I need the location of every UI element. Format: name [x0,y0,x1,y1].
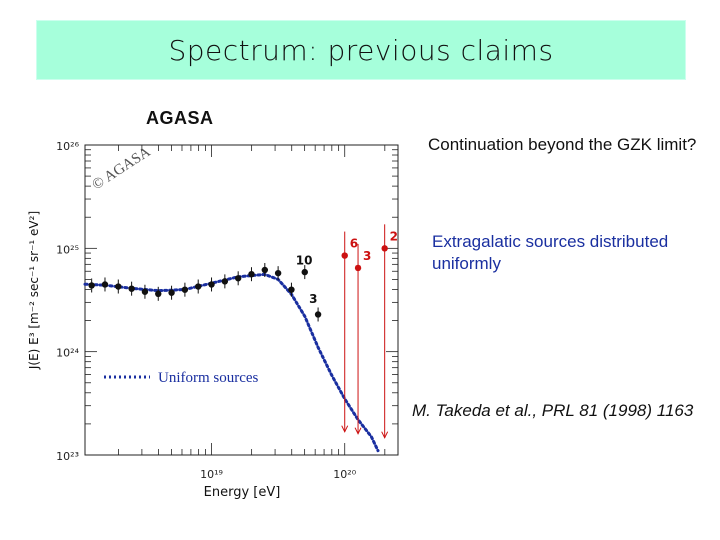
error-arrow [381,431,389,439]
legend-label: Uniform sources [158,370,259,386]
event-count-label: 3 [309,292,317,306]
plot-frame [84,144,399,456]
event-count-label: 10 [296,253,313,267]
data-point [288,286,295,293]
x-tick-label: 10¹⁹ [200,468,223,481]
y-tick-label: 10²³ [56,450,79,463]
data-point [181,286,189,293]
data-point [341,252,348,259]
data-point [168,289,175,296]
data-point [88,282,95,289]
y-tick-label: 10²⁶ [56,140,79,153]
data-point [141,288,149,295]
model-curve [83,272,380,453]
title-banner: Spectrum: previous claims [36,20,686,80]
point-count-label: 2 [390,229,398,243]
data-point [234,275,242,282]
data-point [301,268,308,276]
data-point [128,285,135,292]
y-axis-label: J(E) E³ [m⁻² sec⁻¹ sr⁻¹ eV²] [27,211,41,370]
data-point [381,245,388,252]
error-arrow [341,425,349,433]
data-point [248,270,255,278]
error-arrow [354,427,362,435]
x-tick-label: 10²⁰ [333,468,356,481]
y-tick-label: 10²⁵ [56,243,79,256]
data-point [354,264,362,272]
slide-title: Spectrum: previous claims [168,33,554,67]
reference-citation: M. Takeda et al., PRL 81 (1998) 1163 [412,401,694,420]
data-point [195,283,202,290]
y-tick-label: 10²⁴ [56,347,79,360]
data-point [101,281,109,288]
data-point [261,266,269,274]
point-count-label: 6 [350,237,358,251]
data-point [314,311,322,318]
x-axis-label: Energy [eV] [204,485,281,500]
point-count-label: 3 [363,249,371,263]
data-point [115,283,122,290]
model-description: Extragalatic sources distributed uniform… [432,232,669,273]
data-point [208,281,215,288]
gzk-question: Continuation beyond the GZK limit? [428,135,697,154]
data-point [221,278,229,285]
watermark-text: © AGASA [89,144,153,193]
data-point [155,290,162,298]
experiment-label: AGASA [146,108,214,128]
data-point [274,269,282,277]
